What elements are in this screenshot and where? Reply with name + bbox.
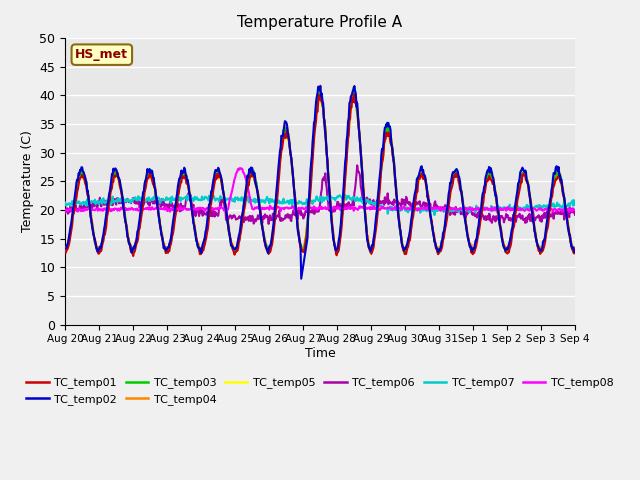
Y-axis label: Temperature (C): Temperature (C) bbox=[21, 131, 34, 232]
Text: HS_met: HS_met bbox=[76, 48, 128, 61]
Title: Temperature Profile A: Temperature Profile A bbox=[237, 15, 403, 30]
Legend: TC_temp01, TC_temp02, TC_temp03, TC_temp04, TC_temp05, TC_temp06, TC_temp07, TC_: TC_temp01, TC_temp02, TC_temp03, TC_temp… bbox=[22, 373, 618, 409]
X-axis label: Time: Time bbox=[305, 347, 335, 360]
